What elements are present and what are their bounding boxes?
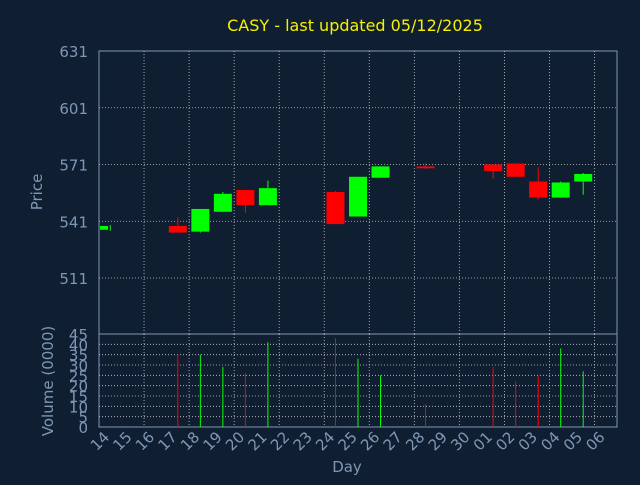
- price-tick-label: 541: [59, 213, 88, 231]
- candle-body-02: [506, 163, 525, 177]
- volume-tick-label: 35: [69, 347, 88, 365]
- x-axis-ticks: 1415161718192021222324252627282930010203…: [87, 428, 609, 454]
- candle-body-21: [258, 188, 277, 206]
- price-panel: 631 601 571 541 511: [59, 43, 618, 335]
- chart-title: CASY - last updated 05/12/2025: [227, 16, 483, 35]
- candle-body-19: [213, 193, 232, 212]
- candle-body-14: [100, 225, 108, 230]
- volume-tick-label: 15: [69, 388, 88, 406]
- candle-body-18: [191, 208, 210, 232]
- candle-body-04: [551, 182, 570, 198]
- price-tick-label: 511: [59, 270, 88, 288]
- candle-body-26: [371, 166, 390, 178]
- volume-tick-label: 25: [69, 367, 88, 385]
- candle-body-17: [168, 225, 187, 233]
- volume-axis-label: Volume (0000): [39, 326, 57, 436]
- price-axis-label: Price: [28, 174, 46, 211]
- candle-body-03: [529, 181, 548, 198]
- candle-body-25: [349, 176, 367, 217]
- candle-body-28: [416, 166, 435, 169]
- volume-tick-label: 30: [69, 357, 88, 375]
- price-tick-label: 631: [59, 43, 88, 61]
- volume-tick-label: 20: [69, 378, 88, 396]
- volume-tick-label: 40: [69, 336, 88, 354]
- candle-body-01: [484, 164, 503, 172]
- x-axis-label: Day: [332, 458, 362, 476]
- volume-tick-label: 45: [69, 326, 88, 344]
- candle-body-05: [574, 173, 593, 182]
- x-tick-label: 06: [582, 428, 608, 454]
- candle-body-24: [326, 191, 345, 225]
- candle-body-20: [236, 190, 255, 206]
- volume-tick-label: 0: [78, 419, 88, 437]
- volume-tick-label: 5: [78, 409, 88, 427]
- price-tick-label: 571: [59, 157, 88, 175]
- price-tick-label: 601: [59, 100, 88, 118]
- volume-tick-label: 10: [69, 398, 88, 416]
